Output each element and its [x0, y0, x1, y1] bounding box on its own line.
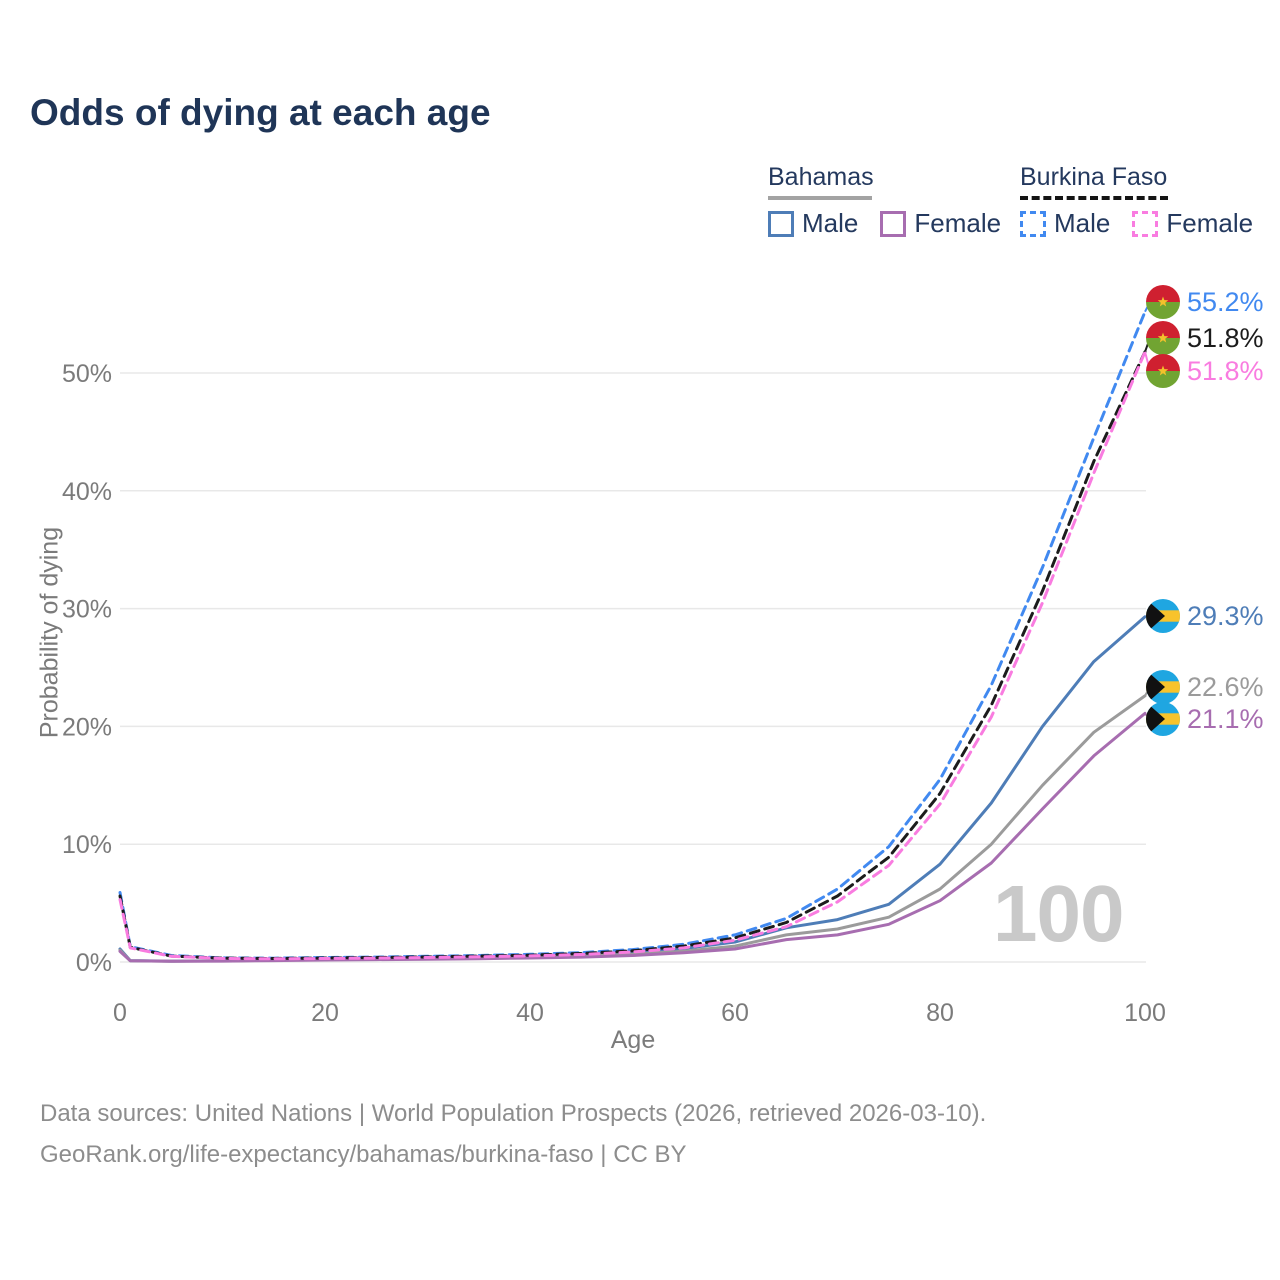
burkina-faso-flag-icon — [1146, 354, 1180, 388]
series-line-bahamas-all[interactable] — [118, 694, 1147, 963]
legend-label-burkina-faso-female[interactable]: Female — [1166, 208, 1254, 238]
legend-underline-burkina-faso-dashed — [1020, 196, 1168, 200]
x-tick-label-40: 40 — [516, 999, 544, 1027]
end-label-value: 21.1% — [1187, 703, 1264, 734]
end-label-bahamas-male: 29.3% — [1146, 599, 1264, 633]
age-counter-watermark: 100 — [993, 869, 1124, 958]
legend-label-burkina-faso-male[interactable]: Male — [1054, 208, 1111, 238]
bahamas-flag-icon — [1146, 599, 1180, 633]
series-line-bahamas-female[interactable] — [118, 711, 1147, 963]
legend-swatch-bahamas-male[interactable] — [768, 210, 794, 237]
legend-group-bahamas: Bahamas Male Female — [768, 163, 1015, 239]
x-axis-title: Age — [610, 1026, 656, 1054]
y-tick-label-40: 40% — [62, 478, 112, 506]
footer-data-sources: Data sources: United Nations | World Pop… — [40, 1100, 987, 1127]
legend-label-bahamas-male[interactable]: Male — [802, 208, 859, 238]
page-title: Odds of dying at each age — [30, 92, 491, 133]
legend-swatch-burkina-faso-female[interactable] — [1132, 210, 1159, 237]
y-tick-label-30: 30% — [62, 596, 112, 624]
series-line-bahamas-male[interactable] — [118, 615, 1147, 963]
series-line-burkina-faso-female[interactable] — [118, 350, 1147, 961]
end-label-value: 51.8% — [1187, 322, 1264, 353]
legend-swatch-bahamas-female[interactable] — [880, 210, 907, 237]
bahamas-flag-icon — [1146, 702, 1180, 736]
x-tick-label-80: 80 — [926, 999, 954, 1027]
legend-swatch-burkina-faso-male[interactable] — [1020, 210, 1046, 237]
series-line-burkina-faso-all[interactable] — [118, 350, 1147, 960]
y-tick-label-0: 0% — [76, 949, 112, 977]
y-tick-label-20: 20% — [62, 713, 112, 741]
x-tick-label-20: 20 — [311, 999, 339, 1027]
bahamas-flag-icon — [1146, 670, 1180, 704]
end-label-value: 29.3% — [1187, 600, 1264, 631]
y-tick-label-50: 50% — [62, 360, 112, 388]
legend-group-burkina-faso: Burkina Faso Male Female — [1020, 163, 1267, 239]
y-tick-label-10: 10% — [62, 831, 112, 859]
end-label-value: 55.2% — [1187, 286, 1264, 317]
y-axis-title: Probability of dying — [35, 526, 64, 739]
end-label-burkina-faso-female: 51.8% — [1146, 354, 1264, 388]
end-label-value: 51.8% — [1187, 355, 1264, 386]
footer-attribution-link[interactable]: GeoRank.org/life-expectancy/bahamas/burk… — [40, 1141, 687, 1168]
x-tick-label-0: 0 — [113, 999, 127, 1027]
legend-label-bahamas-female[interactable]: Female — [914, 208, 1002, 238]
end-label-bahamas-female: 21.1% — [1146, 702, 1264, 736]
end-label-burkina-faso-male: 55.2% — [1146, 285, 1264, 319]
legend-underline-bahamas-solid — [768, 196, 872, 200]
x-tick-label-60: 60 — [721, 999, 749, 1027]
legend-country-burkina-faso[interactable]: Burkina Faso — [1020, 163, 1168, 191]
x-tick-label-100: 100 — [1124, 999, 1166, 1027]
burkina-faso-flag-icon — [1146, 285, 1180, 319]
end-label-bahamas-all: 22.6% — [1146, 670, 1264, 704]
legend-country-bahamas[interactable]: Bahamas — [768, 163, 874, 191]
end-label-value: 22.6% — [1187, 671, 1264, 702]
burkina-faso-flag-icon — [1146, 321, 1180, 355]
end-label-burkina-faso-all: 51.8% — [1146, 321, 1264, 355]
